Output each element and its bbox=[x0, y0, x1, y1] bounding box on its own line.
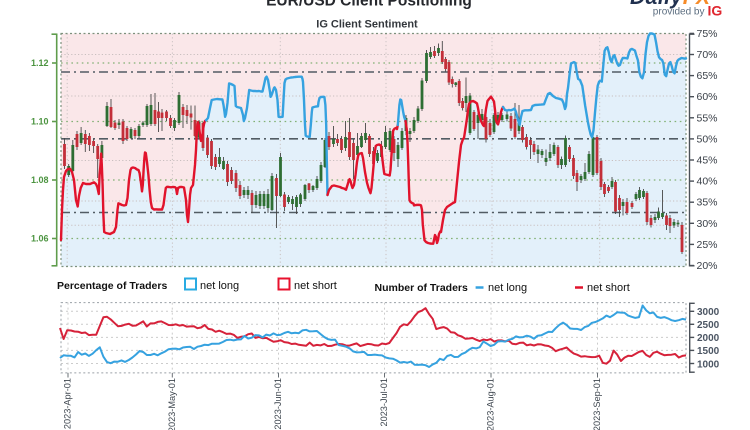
svg-text:45%: 45% bbox=[697, 155, 718, 167]
svg-text:1.06: 1.06 bbox=[31, 234, 49, 244]
svg-text:3000: 3000 bbox=[697, 307, 720, 318]
svg-text:50%: 50% bbox=[697, 133, 718, 145]
svg-text:net long: net long bbox=[200, 280, 239, 292]
svg-text:40%: 40% bbox=[697, 176, 718, 188]
svg-text:2023-Jun-01: 2023-Jun-01 bbox=[273, 378, 283, 430]
svg-text:30%: 30% bbox=[697, 218, 718, 230]
svg-text:DailyFX: DailyFX bbox=[630, 0, 712, 9]
svg-text:2023-Apr-01: 2023-Apr-01 bbox=[63, 378, 73, 429]
svg-text:net short: net short bbox=[294, 280, 337, 292]
svg-text:65%: 65% bbox=[697, 70, 718, 82]
svg-text:Number of Traders: Number of Traders bbox=[375, 282, 469, 294]
svg-text:1000: 1000 bbox=[697, 359, 720, 370]
svg-text:1.12: 1.12 bbox=[31, 58, 49, 68]
svg-text:20%: 20% bbox=[697, 260, 718, 272]
svg-text:25%: 25% bbox=[697, 239, 718, 251]
svg-text:60%: 60% bbox=[697, 91, 718, 103]
svg-text:EUR/USD Client Positioning: EUR/USD Client Positioning bbox=[266, 0, 472, 10]
svg-text:2000: 2000 bbox=[697, 333, 720, 344]
svg-text:net short: net short bbox=[587, 282, 630, 294]
svg-text:2023-May-01: 2023-May-01 bbox=[167, 378, 177, 430]
svg-text:75%: 75% bbox=[697, 28, 718, 40]
svg-text:2500: 2500 bbox=[697, 320, 720, 331]
svg-text:provided by: provided by bbox=[653, 7, 705, 18]
svg-text:55%: 55% bbox=[697, 112, 718, 124]
svg-text:70%: 70% bbox=[697, 49, 718, 61]
svg-text:2023-Sep-01: 2023-Sep-01 bbox=[592, 378, 602, 430]
svg-text:1.08: 1.08 bbox=[31, 175, 49, 185]
svg-text:Percentage of Traders: Percentage of Traders bbox=[57, 280, 167, 292]
svg-text:1500: 1500 bbox=[697, 346, 720, 357]
svg-text:IG Client Sentiment: IG Client Sentiment bbox=[316, 18, 418, 30]
svg-text:net long: net long bbox=[488, 282, 527, 294]
svg-text:IG: IG bbox=[708, 3, 723, 19]
svg-text:2023-Aug-01: 2023-Aug-01 bbox=[486, 378, 496, 430]
svg-text:1.10: 1.10 bbox=[31, 117, 49, 127]
svg-text:35%: 35% bbox=[697, 197, 718, 209]
svg-text:2023-Jul-01: 2023-Jul-01 bbox=[379, 378, 389, 427]
